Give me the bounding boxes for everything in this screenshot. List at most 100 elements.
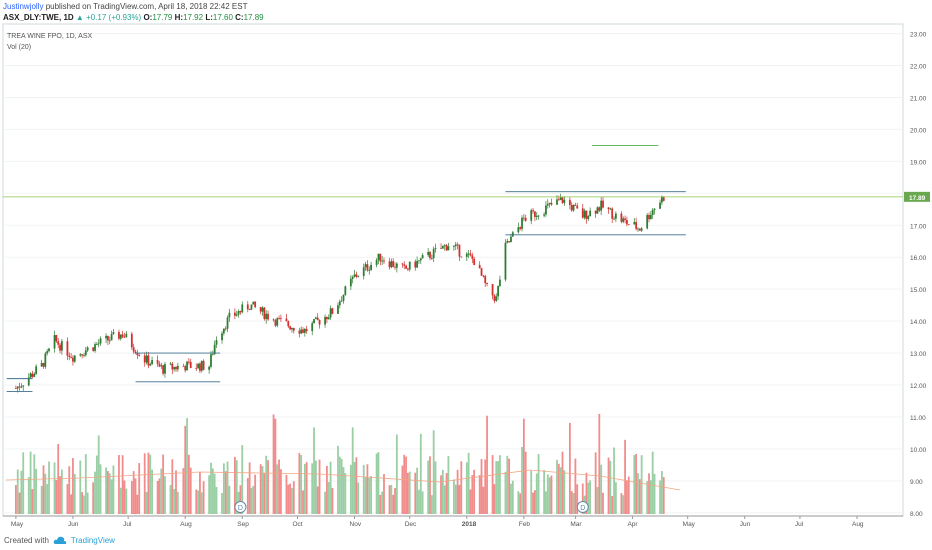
candle-body bbox=[546, 203, 549, 206]
candle-body bbox=[70, 356, 72, 358]
author-link[interactable]: Justinwjolly bbox=[3, 2, 44, 11]
candle-body bbox=[147, 355, 150, 366]
volume-bar bbox=[18, 492, 21, 514]
volume-bar bbox=[246, 478, 249, 514]
volume-bar bbox=[189, 467, 192, 514]
volume-bar bbox=[95, 455, 98, 514]
volume-bar bbox=[499, 455, 501, 514]
chart-legend: TREA WINE FPO, 1D, ASX Vol (20) bbox=[7, 31, 92, 53]
volume-bar bbox=[416, 467, 419, 514]
footer-brand[interactable]: TradingView bbox=[70, 535, 115, 545]
candle-body bbox=[81, 354, 84, 356]
volume-bar bbox=[97, 435, 100, 514]
candle-body bbox=[151, 360, 153, 364]
x-tick-label: 2018 bbox=[462, 521, 477, 528]
candle-body bbox=[300, 329, 303, 334]
candle-body bbox=[506, 241, 509, 243]
candle-body bbox=[145, 355, 148, 363]
candle-body bbox=[313, 318, 315, 324]
volume-bar bbox=[491, 455, 494, 514]
candle-body bbox=[495, 296, 498, 301]
volume-bar bbox=[532, 492, 534, 514]
volume-bar bbox=[563, 470, 566, 514]
candle-body bbox=[440, 247, 442, 249]
volume-bar bbox=[302, 490, 304, 514]
candle-body bbox=[274, 320, 277, 326]
volume-bar bbox=[48, 461, 50, 514]
candle-body bbox=[408, 261, 411, 270]
candle-body bbox=[118, 332, 120, 339]
volume-bar bbox=[311, 463, 314, 514]
volume-bar bbox=[42, 465, 45, 514]
volume-bar bbox=[171, 459, 174, 514]
volume-bar bbox=[638, 479, 641, 514]
candle-body bbox=[357, 275, 360, 277]
candle-body bbox=[648, 214, 650, 220]
candle-body bbox=[314, 317, 317, 319]
volume-bar bbox=[68, 466, 71, 514]
candle-body bbox=[366, 264, 369, 271]
volume-bar bbox=[303, 463, 306, 514]
volume-bar bbox=[86, 492, 89, 514]
candle-body bbox=[292, 328, 295, 331]
volume-bar bbox=[235, 460, 238, 514]
volume-bar bbox=[633, 455, 636, 514]
candle-body bbox=[119, 334, 122, 339]
candle-body bbox=[491, 283, 494, 296]
volume-bar bbox=[453, 479, 455, 514]
candle-body bbox=[478, 265, 481, 269]
volume-bar bbox=[313, 427, 315, 514]
open-label: O: bbox=[143, 13, 153, 22]
volume-bar bbox=[414, 472, 417, 514]
candle-body bbox=[197, 363, 199, 369]
candle-body bbox=[241, 304, 244, 313]
candle-body bbox=[29, 373, 32, 378]
volume-bar bbox=[316, 486, 319, 514]
volume-bar bbox=[392, 494, 395, 514]
volume-bar bbox=[278, 459, 280, 514]
volume-bar bbox=[484, 459, 487, 514]
candle-body bbox=[596, 207, 599, 214]
candle-body bbox=[195, 367, 198, 369]
volume-bar bbox=[362, 464, 365, 514]
volume-bar bbox=[40, 485, 43, 514]
volume-bar bbox=[338, 456, 341, 514]
volume-bar bbox=[587, 482, 590, 514]
candle-body bbox=[211, 354, 214, 356]
candle-body bbox=[108, 340, 111, 342]
candle-body bbox=[432, 248, 435, 259]
y-tick-label: 15.00 bbox=[910, 287, 927, 294]
plot-frame bbox=[2, 23, 904, 517]
candle-body bbox=[263, 307, 266, 320]
volume-bar bbox=[248, 462, 251, 514]
candle-body bbox=[559, 197, 562, 201]
volume-bar bbox=[430, 495, 433, 514]
candle-body bbox=[160, 365, 163, 367]
candle-body bbox=[379, 253, 382, 262]
chart-header: Justinwjolly published on TradingView.co… bbox=[3, 2, 923, 23]
volume-bar bbox=[130, 481, 133, 514]
volume-bar bbox=[534, 490, 536, 514]
candle-body bbox=[18, 386, 21, 388]
volume-bar bbox=[300, 455, 303, 514]
candle-body bbox=[613, 218, 615, 220]
y-tick-label: 21.00 bbox=[910, 95, 927, 102]
volume-bar bbox=[408, 471, 411, 514]
volume-bar bbox=[456, 469, 459, 514]
x-tick-label: Jun bbox=[68, 521, 79, 528]
volume-bar bbox=[29, 451, 32, 514]
y-tick-label: 22.00 bbox=[910, 64, 927, 71]
candle-body bbox=[430, 258, 433, 259]
candle-body bbox=[156, 360, 159, 364]
volume-bar bbox=[659, 480, 661, 514]
volume-bar bbox=[184, 425, 187, 514]
volume-bar bbox=[55, 479, 58, 514]
candle-body bbox=[224, 328, 227, 330]
candle-body bbox=[561, 197, 564, 203]
candle-body bbox=[453, 245, 455, 247]
legend-volume: Vol (20) bbox=[7, 44, 32, 51]
candle-body bbox=[429, 251, 431, 259]
volume-bar bbox=[16, 469, 19, 514]
volume-bar bbox=[143, 453, 146, 514]
price-chart[interactable]: 8.00 9.00 10.00 11.00 12.00 13.00 14.00 15.00 16… bbox=[0, 0, 932, 530]
